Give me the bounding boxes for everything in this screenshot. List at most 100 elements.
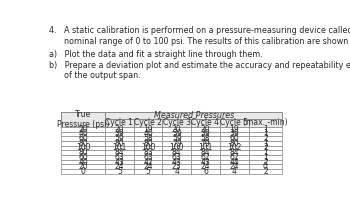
Bar (61, 141, 105, 146)
Bar (61, 136, 105, 141)
Text: b)   Prepare a deviation plot and estimate the accuracy and repeatability errors: b) Prepare a deviation plot and estimate… (49, 61, 350, 70)
Bar (162, 127, 191, 132)
Bar (191, 136, 220, 141)
Bar (61, 169, 105, 174)
Text: 39: 39 (229, 129, 239, 138)
Text: 83: 83 (143, 148, 153, 157)
Bar (248, 164, 282, 169)
Text: 19: 19 (229, 125, 239, 134)
Bar (105, 127, 134, 132)
Bar (220, 132, 248, 136)
Text: Cycle 4: Cycle 4 (191, 118, 219, 127)
Text: 100: 100 (76, 143, 90, 152)
Text: 63: 63 (172, 153, 182, 162)
Bar (61, 164, 105, 169)
Text: 59: 59 (172, 134, 182, 143)
Bar (191, 132, 220, 136)
Text: 80: 80 (143, 139, 153, 148)
Text: 0: 0 (263, 162, 268, 171)
Text: 102: 102 (227, 143, 241, 152)
Text: Cycle 2: Cycle 2 (134, 118, 162, 127)
Text: 1: 1 (263, 125, 268, 134)
Bar (105, 169, 134, 174)
Text: 84: 84 (172, 148, 182, 157)
Text: 39: 39 (172, 129, 182, 138)
Text: 80: 80 (229, 139, 239, 148)
Text: 40: 40 (143, 129, 153, 138)
Bar (105, 155, 134, 160)
Text: 84: 84 (229, 148, 239, 157)
Bar (134, 132, 162, 136)
Text: 2: 2 (263, 143, 268, 152)
Text: 80: 80 (78, 148, 88, 157)
Text: 23: 23 (172, 162, 182, 171)
Bar (191, 164, 220, 169)
Text: 1: 1 (263, 153, 268, 162)
Text: 60: 60 (229, 134, 239, 143)
Bar (191, 127, 220, 132)
Text: 20: 20 (172, 125, 182, 134)
Text: nominal range of 0 to 100 psi. The results of this calibration are shown in belo: nominal range of 0 to 100 psi. The resul… (49, 36, 350, 46)
Bar (191, 169, 220, 174)
Bar (134, 164, 162, 169)
Bar (162, 136, 191, 141)
Bar (61, 112, 105, 127)
Bar (220, 146, 248, 150)
Text: a)   Plot the data and fit a straight line through them.: a) Plot the data and fit a straight line… (49, 50, 263, 59)
Text: 40: 40 (78, 158, 88, 167)
Bar (220, 164, 248, 169)
Text: 20: 20 (78, 125, 88, 134)
Bar (248, 127, 282, 132)
Text: 24: 24 (143, 162, 153, 171)
Text: 101: 101 (198, 143, 213, 152)
Bar (191, 141, 220, 146)
Bar (134, 141, 162, 146)
Bar (220, 160, 248, 164)
Bar (61, 146, 105, 150)
Bar (134, 155, 162, 160)
Bar (191, 146, 220, 150)
Bar (248, 169, 282, 174)
Bar (105, 150, 134, 155)
Bar (162, 150, 191, 155)
Bar (134, 150, 162, 155)
Bar (248, 150, 282, 155)
Bar (134, 146, 162, 150)
Text: 80: 80 (114, 139, 124, 148)
Bar (105, 112, 282, 119)
Bar (162, 169, 191, 174)
Text: 2: 2 (263, 158, 268, 167)
Bar (105, 141, 134, 146)
Text: 79: 79 (172, 139, 182, 148)
Text: True
Pressure (psi): True Pressure (psi) (57, 110, 110, 129)
Bar (134, 119, 162, 127)
Text: 80: 80 (78, 139, 88, 148)
Text: 19: 19 (143, 125, 153, 134)
Bar (105, 136, 134, 141)
Bar (105, 119, 134, 127)
Text: 101: 101 (112, 143, 127, 152)
Bar (61, 150, 105, 155)
Bar (220, 155, 248, 160)
Bar (191, 150, 220, 155)
Bar (220, 119, 248, 127)
Bar (220, 150, 248, 155)
Bar (162, 164, 191, 169)
Text: 100: 100 (169, 143, 184, 152)
Bar (220, 136, 248, 141)
Text: 59: 59 (114, 134, 124, 143)
Text: 62: 62 (201, 153, 210, 162)
Text: 44: 44 (229, 158, 239, 167)
Text: 2: 2 (263, 167, 268, 176)
Text: 1: 1 (263, 148, 268, 157)
Text: 20: 20 (201, 125, 210, 134)
Text: 0: 0 (81, 167, 86, 176)
Bar (162, 141, 191, 146)
Text: 4: 4 (232, 167, 237, 176)
Text: 63: 63 (114, 153, 124, 162)
Bar (61, 132, 105, 136)
Bar (105, 146, 134, 150)
Text: 43: 43 (172, 158, 182, 167)
Text: 20: 20 (78, 162, 88, 171)
Bar (162, 146, 191, 150)
